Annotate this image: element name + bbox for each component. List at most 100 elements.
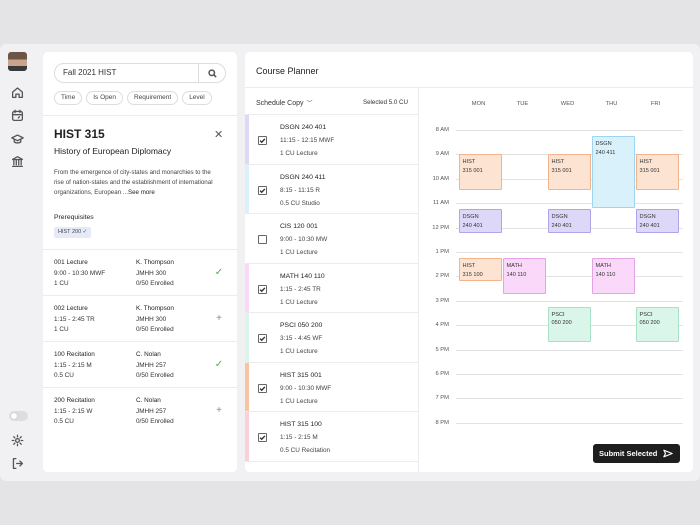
course-row[interactable]: DSGN 240 401 11:15 - 12:15 MWF 1 CU Lectur… (245, 115, 418, 165)
section-instructor: K. Thompson (136, 259, 174, 266)
filter-chips: Time Is Open Requirement Level (54, 91, 212, 105)
course-row[interactable]: MATH 140 110 1:15 - 2:45 TR 1 CU Lecture (245, 263, 418, 313)
search-button[interactable] (198, 64, 225, 82)
calendar-event[interactable]: HIST 315 001 (547, 154, 591, 190)
filter-requirement[interactable]: Requirement (126, 91, 179, 105)
theme-toggle[interactable] (9, 411, 28, 421)
course-row[interactable]: PSCI 050 200 3:15 - 4:45 WF 1 CU Lecture (245, 313, 418, 363)
section-list: 001 Lecture 9:00 - 10:30 MWF 1 CU K. Tho… (43, 249, 237, 433)
graduation-cap-icon[interactable] (10, 132, 25, 147)
filter-level[interactable]: Level (182, 91, 212, 105)
course-code: CIS 120 001 (280, 223, 318, 230)
filter-is-open[interactable]: Is Open (86, 91, 123, 105)
added-check-icon[interactable]: ✓ (214, 358, 224, 370)
section-credits: 0.5 CU (54, 418, 74, 425)
event-section: 315 001 (551, 167, 572, 174)
hour-gridline (456, 252, 683, 253)
event-name: DSGN (595, 141, 612, 148)
calendar-event[interactable]: PSCI 050 200 (547, 306, 591, 343)
section-row[interactable]: 200 Recitation 1:15 - 2:15 W 0.5 CU C. N… (43, 387, 237, 433)
event-section: 050 200 (639, 320, 660, 327)
section-credits: 0.5 CU (54, 372, 74, 379)
divider (43, 115, 237, 116)
course-checkbox[interactable] (258, 185, 267, 195)
section-instructor: C. Nolan (136, 351, 161, 358)
event-section: 240 401 (639, 222, 660, 229)
add-section-icon[interactable]: + (216, 404, 222, 416)
hour-gridline (456, 349, 683, 351)
avatar[interactable] (8, 52, 27, 71)
hour-gridline (456, 398, 683, 400)
course-checkbox[interactable] (258, 136, 267, 145)
course-checkbox[interactable] (258, 383, 267, 393)
course-type: 1 CU Lecture (280, 298, 318, 306)
logout-icon[interactable] (10, 456, 25, 471)
add-section-icon[interactable]: + (216, 312, 222, 324)
section-name: 001 Lecture (54, 259, 88, 266)
event-name: MATH (595, 263, 611, 270)
course-type: 1 CU Lecture (280, 397, 318, 405)
course-row[interactable]: CIS 120 001 9:00 - 10:30 MW 1 CU Lecture (245, 214, 418, 264)
calendar-event[interactable]: DSGN 240 401 (547, 209, 591, 233)
course-checkbox[interactable] (258, 433, 267, 442)
event-name: DSGN (462, 214, 479, 221)
course-time: 1:15 - 2:45 TR (280, 285, 321, 293)
course-row[interactable]: HIST 315 001 9:00 - 10:30 MWF 1 CU Lecture (245, 362, 418, 412)
section-time: 1:15 - 2:15 W (54, 407, 93, 415)
course-checkbox[interactable] (258, 334, 267, 343)
institution-icon[interactable] (10, 154, 25, 169)
calendar-event[interactable]: DSGN 240 401 (635, 209, 679, 233)
course-time: 9:00 - 10:30 MWF (280, 384, 332, 392)
calendar-event[interactable]: DSGN 240 411 (591, 136, 635, 209)
course-color-bar (245, 313, 249, 362)
calendar-event[interactable]: PSCI 050 200 (635, 306, 679, 343)
calendar-event[interactable]: HIST 315 100 (458, 258, 502, 282)
added-check-icon[interactable]: ✓ (214, 266, 224, 278)
see-more-link[interactable]: See more (127, 189, 155, 196)
gear-icon[interactable] (10, 433, 25, 448)
course-detail-panel: Fall 2021 HIST Time Is Open Requirement … (43, 52, 237, 472)
search-bar[interactable]: Fall 2021 HIST (54, 63, 226, 83)
section-instructor: C. Nolan (136, 397, 161, 404)
calendar-event[interactable]: MATH 140 110 (502, 258, 546, 294)
hour-label: 8 AM (435, 127, 449, 133)
section-row[interactable]: 100 Recitation 1:15 - 2:15 M 0.5 CU C. N… (43, 341, 237, 387)
calendar-event[interactable]: HIST 315 001 (458, 154, 502, 190)
calendar-event[interactable]: HIST 315 001 (635, 154, 679, 190)
section-enrolled: 0/50 Enrolled (136, 326, 174, 333)
course-checkbox[interactable] (258, 284, 267, 294)
section-room: JMHH 300 (136, 269, 167, 277)
prerequisites-heading: Prerequisites (54, 214, 94, 221)
event-name: HIST (462, 263, 476, 270)
submit-selected-button[interactable]: Submit Selected (593, 444, 680, 463)
check-icon (259, 187, 266, 193)
event-name: DSGN (639, 214, 656, 221)
course-code: HIST 315 001 (280, 371, 322, 379)
calendar-event[interactable]: DSGN 240 401 (458, 209, 502, 233)
course-checkbox[interactable] (258, 235, 267, 244)
course-code: PSCI 050 200 (280, 322, 323, 329)
section-enrolled: 0/50 Enrolled (136, 372, 174, 379)
calendar-event[interactable]: MATH 140 110 (591, 258, 635, 294)
course-row[interactable]: DSGN 240 411 8:15 - 11:15 R 0.5 CU Studio (245, 164, 418, 214)
close-icon[interactable]: ✕ (214, 129, 224, 141)
hour-label: 7 PM (435, 395, 449, 402)
list-header: Schedule Copy ﹀ Selected 5.0 CU (245, 88, 418, 115)
hour-gridline (456, 203, 683, 205)
course-color-bar (245, 164, 249, 213)
app-window: Fall 2021 HIST Time Is Open Requirement … (0, 44, 700, 481)
course-color-bar (245, 115, 249, 164)
schedule-dropdown[interactable]: Schedule Copy ﹀ (256, 98, 313, 107)
course-time: 8:15 - 11:15 R (280, 186, 321, 194)
course-row[interactable]: HIST 315 100 1:15 - 2:15 M 0.5 CU Recitati… (245, 412, 418, 462)
calendar-icon[interactable] (10, 108, 25, 123)
section-row[interactable]: 001 Lecture 9:00 - 10:30 MWF 1 CU K. Tho… (43, 249, 237, 295)
course-title: History of European Diplomacy (54, 146, 172, 156)
course-time: 3:15 - 4:45 WF (280, 335, 323, 342)
home-icon[interactable] (10, 85, 25, 100)
filter-time[interactable]: Time (54, 91, 83, 105)
hour-gridline (456, 422, 683, 424)
section-row[interactable]: 002 Lecture 1:15 - 2:45 TR 1 CU K. Thomp… (43, 295, 237, 341)
section-room: JMHH 257 (136, 361, 167, 369)
search-input[interactable]: Fall 2021 HIST (63, 68, 117, 77)
